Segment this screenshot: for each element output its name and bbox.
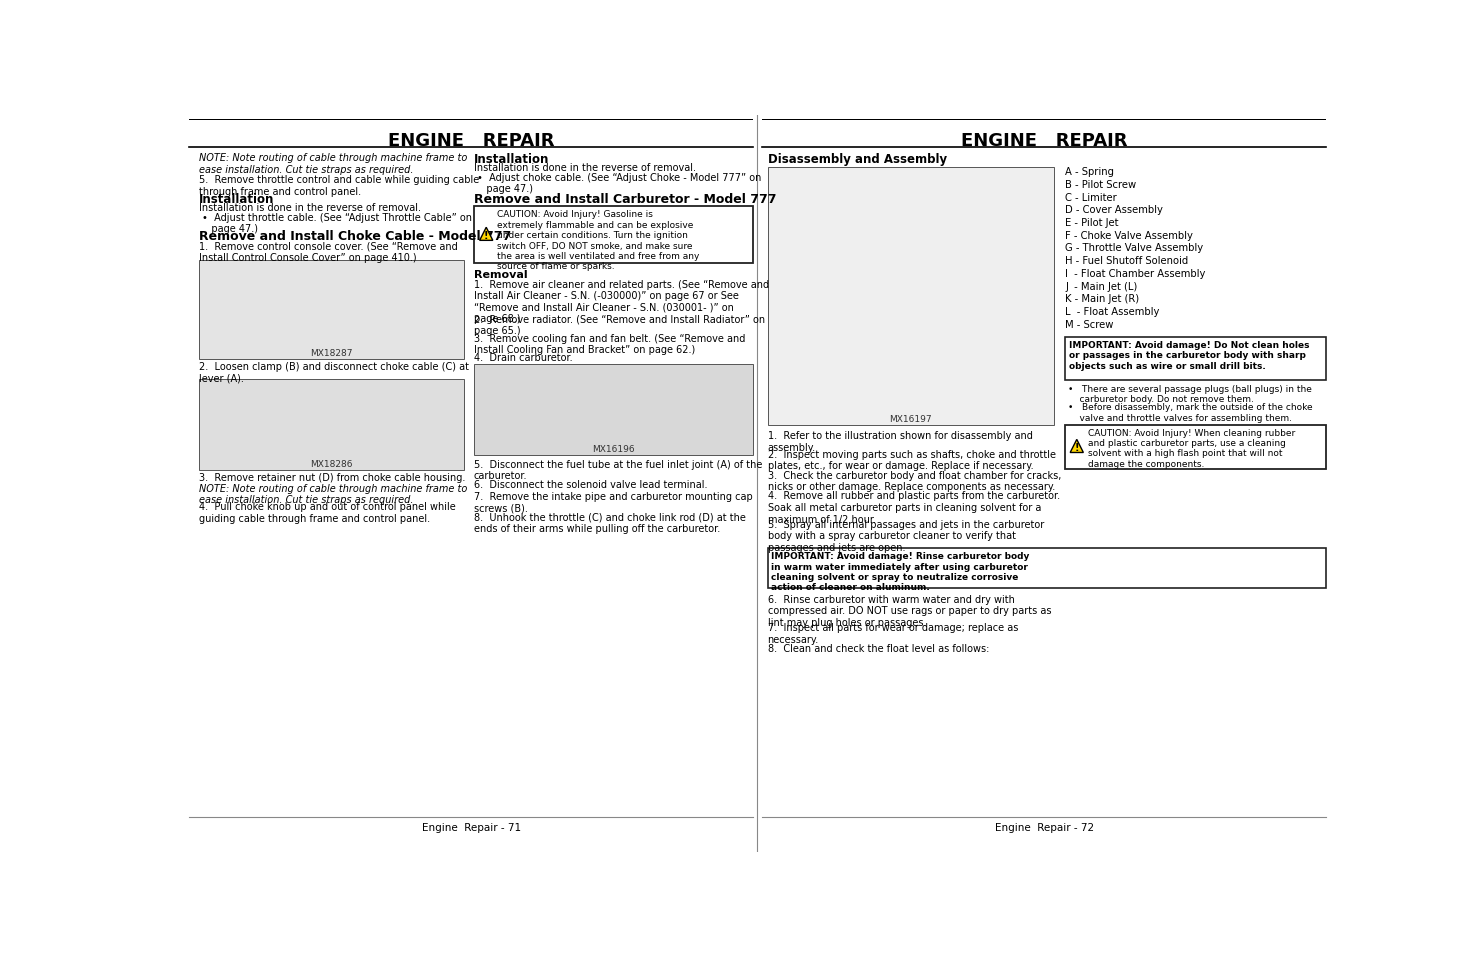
Text: ENGINE   REPAIR: ENGINE REPAIR: [961, 132, 1128, 150]
Text: 1.  Refer to the illustration shown for disassembly and
assembly.: 1. Refer to the illustration shown for d…: [767, 432, 1033, 453]
Text: Installation is done in the reverse of removal.: Installation is done in the reverse of r…: [198, 204, 421, 213]
Text: J  - Main Jet (L): J - Main Jet (L): [1066, 281, 1138, 292]
Text: NOTE: Note routing of cable through machine frame to
ease installation. Cut tie : NOTE: Note routing of cable through mach…: [198, 153, 467, 175]
Text: 1.  Remove control console cover. (See “Remove and
Install Control Console Cover: 1. Remove control console cover. (See “R…: [198, 242, 458, 263]
Text: 5.  Disconnect the fuel tube at the fuel inlet joint (A) of the
carburetor.: 5. Disconnect the fuel tube at the fuel …: [474, 459, 763, 481]
Text: 7.  Inspect all parts for wear or damage; replace as
necessary.: 7. Inspect all parts for wear or damage;…: [767, 623, 1018, 645]
Text: 8.  Unhook the throttle (C) and choke link rod (D) at the
ends of their arms whi: 8. Unhook the throttle (C) and choke lin…: [474, 512, 746, 534]
Text: K - Main Jet (R): K - Main Jet (R): [1066, 294, 1140, 304]
Text: 2.  Loosen clamp (B) and disconnect choke cable (C) at
lever (A).: 2. Loosen clamp (B) and disconnect choke…: [198, 362, 469, 384]
Text: 2.  Inspect moving parts such as shafts, choke and throttle
plates, etc., for we: 2. Inspect moving parts such as shafts, …: [767, 450, 1055, 472]
Text: CAUTION: Avoid Injury! Gasoline is
extremely flammable and can be explosive
unde: CAUTION: Avoid Injury! Gasoline is extre…: [497, 211, 699, 272]
Text: IMPORTANT: Avoid damage! Rinse carburetor body
in warm water immediately after u: IMPORTANT: Avoid damage! Rinse carbureto…: [772, 552, 1030, 592]
Bar: [474, 365, 752, 456]
Text: 5.  Spray all internal passages and jets in the carburetor
body with a spray car: 5. Spray all internal passages and jets …: [767, 520, 1043, 553]
Text: Installation: Installation: [198, 193, 273, 207]
Text: 4.  Drain carburetor.: 4. Drain carburetor.: [474, 353, 572, 363]
Bar: [198, 260, 464, 359]
Bar: [1066, 425, 1326, 470]
Bar: [198, 379, 464, 470]
Text: •   There are several passage plugs (ball plugs) in the
    carburetor body. Do : • There are several passage plugs (ball …: [1069, 385, 1312, 404]
Text: !: !: [483, 231, 488, 241]
Text: C - Limiter: C - Limiter: [1066, 192, 1117, 203]
Text: Removal: Removal: [474, 270, 528, 279]
Text: 3.  Check the carburetor body and float chamber for cracks,
nicks or other damag: 3. Check the carburetor body and float c…: [767, 471, 1061, 492]
Text: 3.  Remove retainer nut (D) from choke cable housing.: 3. Remove retainer nut (D) from choke ca…: [198, 473, 466, 483]
Polygon shape: [480, 227, 492, 240]
Text: MX16196: MX16196: [593, 445, 634, 455]
Text: ENGINE   REPAIR: ENGINE REPAIR: [389, 132, 554, 150]
Bar: [767, 167, 1054, 425]
Bar: [1066, 337, 1326, 380]
Text: L  - Float Assembly: L - Float Assembly: [1066, 307, 1160, 317]
Text: •   Before disassembly, mark the outside of the choke
    valve and throttle val: • Before disassembly, mark the outside o…: [1069, 403, 1312, 423]
Text: A - Spring: A - Spring: [1066, 167, 1114, 177]
Text: Disassembly and Assembly: Disassembly and Assembly: [767, 153, 947, 167]
Text: 3.  Remove cooling fan and fan belt. (See “Remove and
Install Cooling Fan and Br: 3. Remove cooling fan and fan belt. (See…: [474, 334, 745, 355]
Text: H - Fuel Shutoff Solenoid: H - Fuel Shutoff Solenoid: [1066, 256, 1188, 266]
Text: IMPORTANT: Avoid damage! Do Not clean holes
or passages in the carburetor body w: IMPORTANT: Avoid damage! Do Not clean ho…: [1069, 341, 1310, 370]
Text: 4.  Pull choke knob up and out of control panel while
guiding cable through fram: 4. Pull choke knob up and out of control…: [198, 502, 455, 523]
Bar: [189, 119, 752, 121]
Bar: [763, 119, 1326, 121]
Text: CAUTION: Avoid Injury! When cleaning rubber
and plastic carburetor parts, use a : CAUTION: Avoid Injury! When cleaning rub…: [1088, 429, 1296, 469]
Text: •  Adjust choke cable. (See “Adjust Choke - Model 777” on
   page 47.): • Adjust choke cable. (See “Adjust Choke…: [477, 172, 761, 194]
Text: E - Pilot Jet: E - Pilot Jet: [1066, 218, 1119, 228]
Text: •  Adjust throttle cable. (See “Adjust Throttle Cable” on
   page 47.): • Adjust throttle cable. (See “Adjust Th…: [202, 212, 471, 234]
Text: I  - Float Chamber Assembly: I - Float Chamber Assembly: [1066, 269, 1206, 278]
Text: !: !: [1075, 443, 1079, 453]
Text: Engine  Repair - 72: Engine Repair - 72: [995, 823, 1094, 834]
Text: NOTE: Note routing of cable through machine frame to
ease installation. Cut tie : NOTE: Note routing of cable through mach…: [198, 483, 467, 505]
Text: MX16197: MX16197: [890, 415, 933, 424]
Text: Remove and Install Carburetor - Model 777: Remove and Install Carburetor - Model 77…: [474, 192, 776, 206]
Bar: [767, 548, 1326, 589]
Text: 5.  Remove throttle control and cable while guiding cable
through frame and cont: 5. Remove throttle control and cable whi…: [198, 175, 479, 196]
Text: Installation is done in the reverse of removal.: Installation is done in the reverse of r…: [474, 164, 696, 173]
Bar: [474, 207, 752, 263]
Polygon shape: [1070, 439, 1083, 453]
Text: Remove and Install Choke Cable - Model 777: Remove and Install Choke Cable - Model 7…: [198, 230, 511, 242]
Text: MX18287: MX18287: [310, 349, 352, 358]
Text: 6.  Rinse carburetor with warm water and dry with
compressed air. DO NOT use rag: 6. Rinse carburetor with warm water and …: [767, 594, 1051, 628]
Text: G - Throttle Valve Assembly: G - Throttle Valve Assembly: [1066, 243, 1203, 254]
Text: Engine  Repair - 71: Engine Repair - 71: [421, 823, 522, 834]
Text: Installation: Installation: [474, 153, 550, 167]
Text: D - Cover Assembly: D - Cover Assembly: [1066, 206, 1163, 215]
Text: 7.  Remove the intake pipe and carburetor mounting cap
screws (B).: 7. Remove the intake pipe and carburetor…: [474, 492, 752, 514]
Text: 4.  Remove all rubber and plastic parts from the carburetor.
Soak all metal carb: 4. Remove all rubber and plastic parts f…: [767, 491, 1060, 524]
Text: 6.  Disconnect the solenoid valve lead terminal.: 6. Disconnect the solenoid valve lead te…: [474, 479, 708, 490]
Text: F - Choke Valve Assembly: F - Choke Valve Assembly: [1066, 231, 1193, 241]
Text: 2.  Remove radiator. (See “Remove and Install Radiator” on
page 65.): 2. Remove radiator. (See “Remove and Ins…: [474, 314, 766, 336]
Text: 1.  Remove air cleaner and related parts. (See “Remove and
Install Air Cleaner -: 1. Remove air cleaner and related parts.…: [474, 279, 769, 324]
Text: M - Screw: M - Screw: [1066, 320, 1113, 329]
Text: 8.  Clean and check the float level as follows:: 8. Clean and check the float level as fo…: [767, 644, 989, 654]
Text: B - Pilot Screw: B - Pilot Screw: [1066, 180, 1137, 189]
Text: MX18286: MX18286: [310, 459, 352, 469]
